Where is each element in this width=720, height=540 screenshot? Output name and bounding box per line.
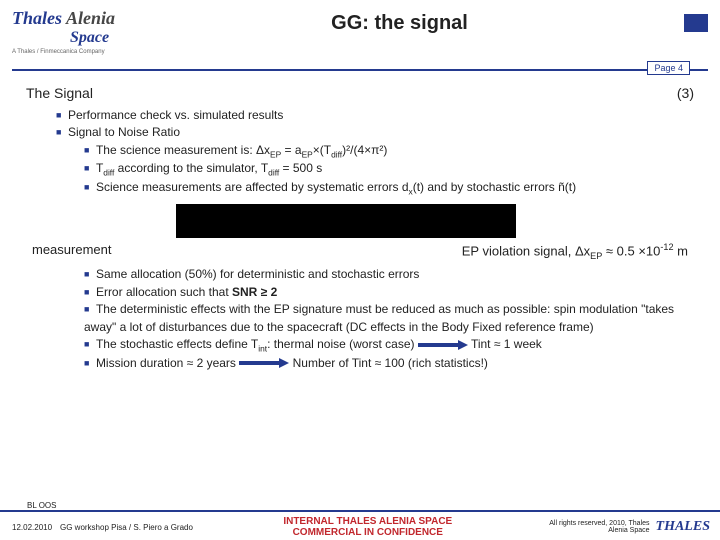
page-number: Page 4: [647, 61, 690, 75]
snr-text: SNR ≥ 2: [232, 285, 277, 299]
footer: 12.02.2010 GG workshop Pisa / S. Piero a…: [0, 516, 720, 538]
blocs-label: BL OOS: [24, 501, 60, 510]
page-bar: Page 4: [12, 69, 708, 71]
arrow-right-icon: [418, 336, 468, 353]
list-item: The science measurement is: ΔxEP = aEP×(…: [84, 142, 694, 161]
logo-thales: Thales: [12, 8, 62, 29]
arrow-right-icon: [239, 355, 289, 372]
footer-confidential: INTERNAL THALES ALENIA SPACE COMMERCIAL …: [200, 516, 536, 538]
slide-title: GG: the signal: [115, 12, 684, 35]
redacted-box: [176, 204, 516, 238]
footer-line: [0, 510, 720, 512]
list-item: The stochastic effects define Tint: ther…: [84, 336, 694, 355]
footer-date: 12.02.2010: [0, 523, 60, 532]
footer-rights: All rights reserved, 2010, Thales Alenia…: [536, 520, 656, 534]
content: The Signal (3) Performance check vs. sim…: [0, 71, 720, 372]
mid-row: measurement EP violation signal, ΔxEP ≈ …: [32, 242, 688, 261]
logo-space: Space: [70, 29, 115, 47]
list-item: Mission duration ≈ 2 years Number of Tin…: [84, 355, 694, 372]
logo-alenia: Alenia: [66, 8, 115, 29]
list-item: Tdiff according to the simulator, Tdiff …: [84, 160, 694, 179]
list-item: Error allocation such that SNR ≥ 2: [84, 284, 694, 301]
list-item: Same allocation (50%) for deterministic …: [84, 266, 694, 283]
header: Thales Alenia Space A Thales / Finmeccan…: [0, 0, 720, 55]
measurement-label: measurement: [32, 242, 111, 261]
logo-subtitle: A Thales / Finmeccanica Company: [12, 49, 115, 55]
list-item: The deterministic effects with the EP si…: [84, 301, 694, 336]
title-end-block: [684, 14, 708, 32]
list-item: Signal to Noise Ratio: [56, 124, 694, 141]
footer-thales-logo: THALES: [656, 519, 720, 535]
section-title: The Signal: [26, 85, 93, 101]
ep-signal-label: EP violation signal, ΔxEP ≈ 0.5 ×10-12 m: [462, 242, 688, 261]
footer-place: GG workshop Pisa / S. Piero a Grado: [60, 523, 200, 532]
list-item: Performance check vs. simulated results: [56, 107, 694, 124]
section-header: The Signal (3): [26, 85, 694, 101]
footer-line-wrap: [0, 510, 720, 512]
section-number: (3): [677, 85, 694, 101]
list-item: Science measurements are affected by sys…: [84, 179, 694, 198]
logo-block: Thales Alenia Space A Thales / Finmeccan…: [12, 8, 115, 55]
